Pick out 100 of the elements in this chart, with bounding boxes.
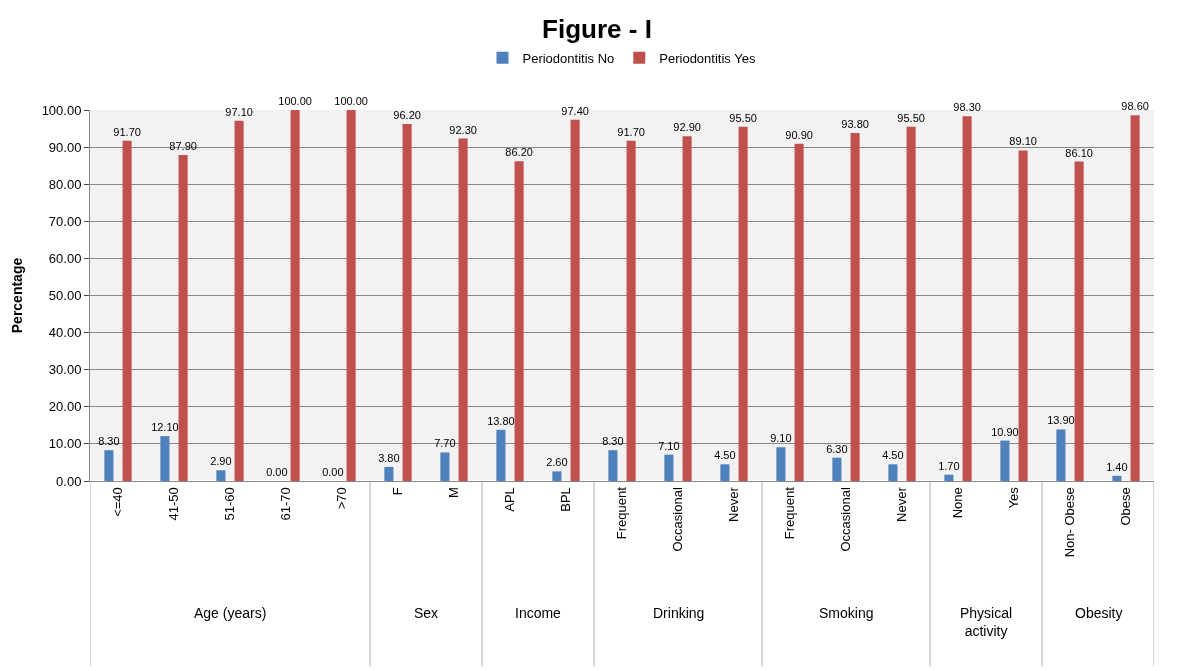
- bar: [496, 429, 506, 481]
- data-label: 1.70: [938, 459, 960, 472]
- data-label: 100.00: [334, 95, 368, 107]
- bar: [944, 474, 954, 481]
- text: Sex: [414, 605, 439, 621]
- data-label: 96.20: [393, 109, 421, 122]
- x-tick-label: None: [950, 487, 966, 519]
- data-label: 0.00: [266, 466, 288, 478]
- x-tick-label: BPL: [558, 487, 574, 512]
- text: Physical activity: [960, 605, 1013, 640]
- bar: [122, 140, 132, 481]
- bar: [1074, 161, 1084, 481]
- data-label: 100.00: [278, 95, 312, 107]
- bar: [458, 138, 468, 481]
- bar: [570, 119, 580, 481]
- data-label: 10.90: [991, 425, 1019, 438]
- bar: [794, 143, 804, 481]
- bar: [962, 116, 972, 481]
- x-tick-label: 41-50: [166, 487, 182, 521]
- bar: [1000, 440, 1010, 481]
- bar: [608, 450, 618, 481]
- text: Drinking: [653, 605, 705, 621]
- x-tick-label: Obese: [1118, 487, 1134, 526]
- y-axis-title: Percentage: [9, 257, 26, 334]
- x-tick-label: Never: [726, 486, 742, 522]
- data-label: 97.10: [225, 105, 253, 118]
- x-tick-label: Occasional: [838, 487, 854, 552]
- x-tick-label: <=40: [110, 487, 126, 517]
- bar: [1018, 150, 1028, 481]
- data-label: 95.50: [897, 111, 925, 124]
- y-tick-label: 20.00: [48, 399, 82, 415]
- bar: [104, 450, 114, 481]
- bar: [440, 452, 450, 481]
- data-label: 2.90: [210, 455, 232, 468]
- data-label: 13.90: [1047, 414, 1075, 427]
- x-tick-label: F: [390, 487, 406, 496]
- bar: [552, 471, 562, 481]
- bar: [384, 466, 394, 481]
- bar: [514, 161, 524, 481]
- bar: [738, 126, 748, 481]
- bar: [720, 464, 730, 481]
- data-label: 7.70: [434, 437, 456, 450]
- data-label: 6.30: [826, 442, 848, 455]
- data-label: 3.80: [378, 451, 400, 464]
- y-tick-label: 0.00: [56, 473, 82, 489]
- bar: [832, 457, 842, 481]
- legend-label: Periodontitis Yes: [659, 50, 756, 66]
- text: Income: [515, 605, 562, 621]
- data-label: 0.00: [322, 466, 344, 478]
- bar: [664, 454, 674, 481]
- bar: [178, 154, 188, 481]
- data-label: 90.90: [785, 128, 813, 141]
- data-label: 2.60: [546, 456, 568, 469]
- y-tick-label: 40.00: [48, 325, 82, 341]
- bar: [160, 436, 170, 481]
- data-label: 8.30: [98, 435, 120, 448]
- bar: [346, 110, 356, 481]
- data-label: 7.10: [658, 439, 680, 452]
- bar: [1056, 429, 1066, 481]
- x-tick-label: Frequent: [614, 486, 630, 540]
- y-tick-label: 30.00: [48, 362, 82, 378]
- x-tick-label: Never: [894, 486, 910, 522]
- data-label: 91.70: [113, 125, 141, 138]
- data-label: 12.10: [151, 421, 179, 434]
- x-tick-label: Non- Obese: [1062, 487, 1078, 558]
- bar: [1112, 475, 1122, 481]
- x-tick-label: Frequent: [782, 486, 798, 540]
- x-tick-label: Occasional: [670, 487, 686, 552]
- y-tick-label: 80.00: [48, 176, 82, 192]
- data-label: 89.10: [1009, 135, 1037, 148]
- data-label: 98.30: [953, 101, 981, 114]
- data-label: 86.10: [1065, 146, 1093, 159]
- data-label: 86.20: [505, 146, 533, 159]
- y-tick-label: 10.00: [48, 436, 82, 452]
- y-tick-label: 90.00: [48, 139, 82, 155]
- x-tick-label: Yes: [1006, 486, 1022, 509]
- bar: [1130, 115, 1140, 481]
- y-tick-label: 60.00: [48, 250, 82, 266]
- bar: [626, 140, 636, 481]
- y-tick-label: 100.00: [41, 102, 82, 118]
- bar: [906, 126, 916, 481]
- data-label: 4.50: [882, 449, 904, 462]
- data-label: 9.10: [770, 432, 792, 445]
- y-tick-label: 70.00: [48, 213, 82, 229]
- data-label: 93.80: [841, 118, 869, 130]
- text: Obesity: [1075, 605, 1123, 621]
- bar: [888, 464, 898, 481]
- x-tick-label: M: [446, 487, 462, 499]
- x-tick-label: 61-70: [278, 487, 294, 521]
- data-label: 91.70: [617, 125, 645, 138]
- data-label: 4.50: [714, 449, 736, 462]
- bar: [776, 447, 786, 481]
- data-label: 1.40: [1106, 460, 1128, 473]
- bar: [290, 110, 300, 481]
- x-tick-label: 51-60: [222, 487, 238, 521]
- bar: [682, 136, 692, 481]
- data-label: 8.30: [602, 435, 624, 448]
- data-label: 95.50: [729, 111, 757, 124]
- legend-label: Periodontitis No: [522, 50, 615, 66]
- chart-title: Figure - I: [542, 14, 652, 45]
